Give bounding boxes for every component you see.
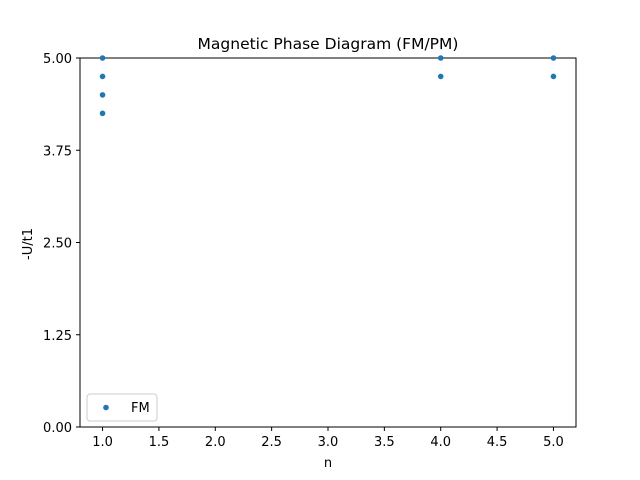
chart-title: Magnetic Phase Diagram (FM/PM) [198, 35, 459, 53]
data-point-fm [99, 73, 106, 80]
x-tick-label: 2.0 [205, 435, 226, 450]
y-tick-label: 3.75 [43, 144, 72, 159]
x-tick-label: 4.0 [430, 435, 451, 450]
data-point-fm [99, 55, 106, 61]
legend-box [86, 393, 158, 422]
y-axis-label: -U/t1 [21, 228, 36, 260]
y-tick-label: 5.00 [43, 52, 72, 67]
data-point-fm [437, 73, 444, 80]
y-tick-label: 2.50 [43, 237, 72, 252]
scatter-points [99, 55, 557, 117]
legend-label-fm: FM [131, 401, 150, 416]
x-axis: 1.0 1.5 2.0 2.5 3.0 3.5 4.0 4.5 5.0 [92, 427, 564, 450]
data-point-fm [437, 55, 444, 61]
x-tick-label: 5.0 [543, 435, 564, 450]
data-point-fm [550, 55, 557, 61]
legend-marker-fm [103, 404, 109, 411]
data-point-fm [550, 73, 557, 80]
x-axis-label: n [324, 456, 332, 471]
x-tick-label: 4.5 [487, 435, 508, 450]
y-axis: 0.00 1.25 2.50 3.75 5.00 [43, 52, 80, 436]
x-tick-label: 2.5 [261, 435, 282, 450]
data-point-fm [99, 110, 106, 117]
x-tick-label: 1.5 [149, 435, 170, 450]
x-tick-label: 3.5 [374, 435, 395, 450]
x-tick-label: 1.0 [92, 435, 113, 450]
x-tick-label: 3.0 [318, 435, 339, 450]
data-point-fm [99, 92, 106, 98]
y-tick-label: 1.25 [43, 329, 72, 344]
y-tick-label: 0.00 [43, 421, 72, 436]
legend: FM [86, 393, 158, 422]
